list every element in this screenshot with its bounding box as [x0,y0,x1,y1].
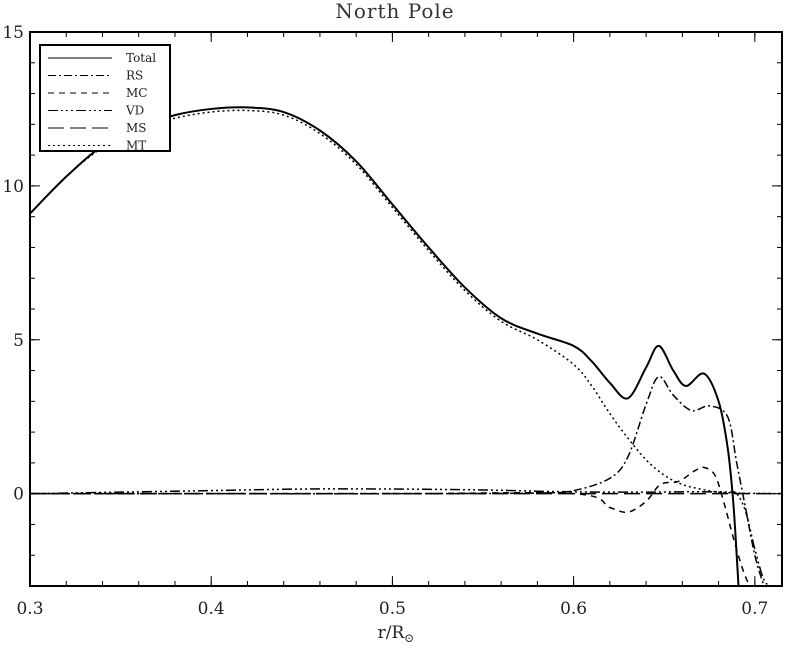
legend-label-total: Total [126,51,156,65]
legend-box [39,44,171,152]
series-line-mt [30,109,782,495]
series-layer [30,106,782,586]
x-tick-label: 0.6 [560,599,587,619]
legend-items: Total RS MC VD MS MT [48,51,156,153]
series-line-mc [30,466,751,586]
x-tick-label: 0.4 [198,599,225,619]
series-line-vd [30,488,772,586]
x-axis-title: r/R⊙ [378,623,415,645]
legend-label-mt: MT [126,139,146,153]
x-tick-label: 0.7 [741,599,768,619]
chart-title: North Pole [335,0,454,23]
y-tick-label: 10 [2,177,24,197]
series-line-total [30,106,740,586]
y-tick-label: 15 [2,23,24,43]
x-tick-label: 0.5 [379,599,406,619]
legend-label-mc: MC [126,86,147,100]
x-tick-label: 0.3 [16,599,43,619]
x-axis-title-main: r/R [378,623,406,643]
legend-label-ms: MS [126,121,147,135]
axis-tick-labels: 0.3 0.4 0.5 0.6 0.7 0 5 10 15 [2,23,768,619]
y-tick-label: 5 [13,331,24,351]
legend: Total RS MC VD MS MT [39,44,171,153]
legend-label-rs: RS [126,69,143,83]
legend-label-vd: VD [125,104,144,118]
x-axis-title-subscript: ⊙ [404,631,414,645]
series-line-rs [30,375,765,586]
axis-ticks [29,31,782,587]
y-tick-label: 0 [13,485,24,505]
